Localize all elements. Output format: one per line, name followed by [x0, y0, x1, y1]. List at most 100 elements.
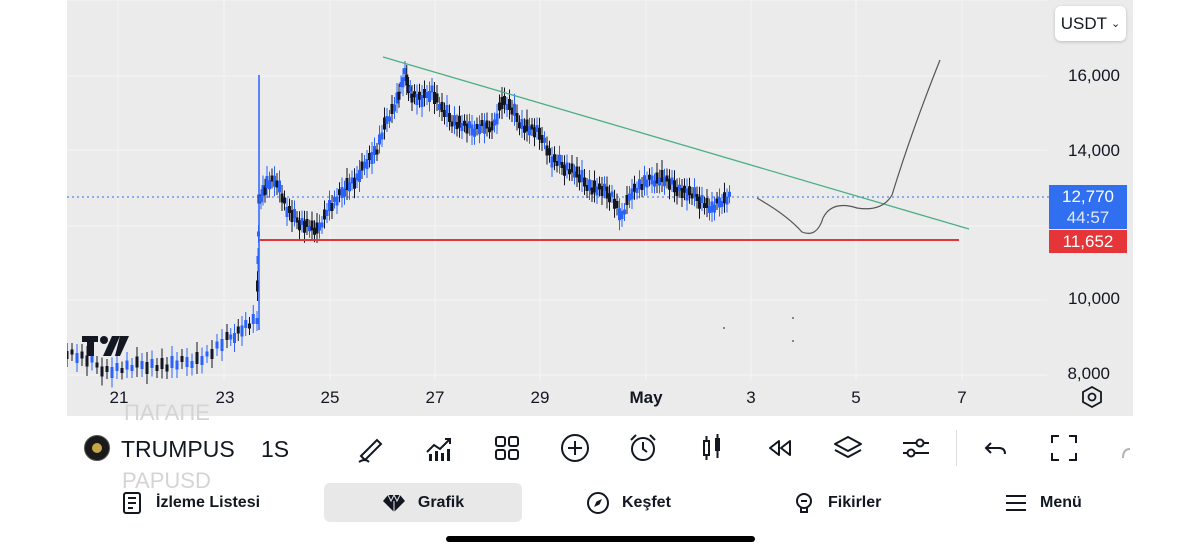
nav-chart-label: Grafik — [417, 493, 465, 511]
candle-body — [645, 179, 649, 188]
candle-body — [355, 173, 359, 181]
candle-body — [658, 177, 661, 186]
candle-type-icon[interactable] — [696, 432, 728, 464]
candle-body — [485, 120, 489, 129]
candle-body — [648, 174, 651, 180]
annotation-dot — [723, 327, 725, 329]
candle-body — [200, 356, 204, 365]
annotation-dot — [792, 340, 794, 342]
candle-body — [555, 161, 559, 166]
candle-body — [570, 163, 574, 173]
nav-watchlist[interactable]: İzleme Listesi — [120, 483, 260, 522]
candle-body — [720, 201, 724, 207]
candle-body — [663, 177, 666, 187]
candle-body — [560, 162, 564, 168]
candle-body — [75, 353, 79, 363]
replay-icon[interactable] — [764, 432, 796, 464]
price-tick-10000: 10,000 — [1068, 289, 1120, 308]
candle-body — [170, 356, 174, 368]
candle-body — [513, 103, 516, 116]
redo-icon-partial[interactable] — [1120, 440, 1130, 460]
candle-body — [450, 121, 454, 127]
candle-body — [273, 175, 276, 187]
nav-menu[interactable]: Menü — [1004, 483, 1082, 522]
candle-body — [540, 135, 544, 143]
candle-body — [630, 188, 634, 200]
candle-body — [698, 196, 701, 209]
candle-body — [393, 104, 396, 112]
candle-body — [397, 91, 401, 100]
candle-body — [565, 162, 569, 171]
candle-body — [723, 192, 726, 204]
candle-body — [383, 117, 386, 130]
indicators-icon[interactable] — [423, 432, 455, 464]
candle-body — [535, 125, 539, 132]
candle-body — [578, 174, 581, 183]
candle-body — [690, 193, 694, 199]
support-price-badge: 11,652 — [1049, 230, 1127, 253]
layout-icon[interactable] — [491, 432, 523, 464]
candle-body — [458, 115, 461, 128]
nav-explore[interactable]: Keşfet — [586, 483, 671, 522]
candle-body — [530, 124, 534, 130]
candle-body — [438, 104, 441, 110]
chart-settings-icon[interactable] — [1080, 385, 1104, 409]
candle-body — [545, 145, 549, 156]
candle-body — [503, 96, 506, 105]
symbol-name[interactable]: TRUMPUS — [121, 436, 235, 462]
candle-body — [640, 184, 644, 190]
candle-body — [665, 175, 669, 182]
candle-body — [220, 339, 224, 351]
candle-body — [300, 218, 304, 225]
candle-body — [653, 180, 656, 187]
candle-body — [715, 198, 719, 204]
candle-body — [583, 177, 586, 187]
candle-body — [330, 203, 334, 211]
candle-body — [445, 105, 449, 117]
candle-body — [710, 201, 714, 213]
candle-body — [595, 186, 599, 196]
candle-body — [590, 187, 594, 195]
candle-body — [575, 166, 579, 178]
nav-ideas[interactable]: Fikirler — [792, 483, 881, 522]
symbol-logo-icon[interactable] — [84, 435, 110, 461]
candle-body — [375, 149, 379, 155]
candle-body — [283, 197, 286, 204]
candle-body — [263, 186, 267, 195]
settings-sliders-icon[interactable] — [900, 432, 932, 464]
currency-select[interactable]: USDT ⌄ — [1055, 6, 1126, 41]
candle-body — [650, 175, 654, 185]
chart-area[interactable] — [67, 0, 1133, 416]
candle-body — [418, 91, 421, 100]
candle-body — [350, 177, 354, 184]
candle-body — [278, 180, 281, 193]
layers-icon[interactable] — [832, 432, 864, 464]
nav-watchlist-label: İzleme Listesi — [156, 493, 261, 511]
candle-body — [453, 115, 456, 126]
candle-body — [340, 187, 344, 198]
candle-body — [225, 332, 229, 340]
price-chart[interactable] — [67, 0, 1133, 416]
candle-body — [395, 92, 399, 104]
candle-body — [399, 82, 403, 87]
candle-body — [135, 356, 139, 368]
nav-chart[interactable]: Grafik — [324, 483, 522, 522]
candle-body — [628, 193, 631, 201]
candle-body — [573, 171, 576, 178]
add-icon[interactable] — [559, 432, 591, 464]
candle-body — [401, 77, 405, 88]
candle-body — [660, 170, 664, 182]
alert-icon[interactable] — [627, 432, 659, 464]
pen-icon[interactable] — [355, 432, 387, 464]
candle-body — [265, 176, 269, 188]
candle-body — [680, 188, 684, 198]
candle-body — [675, 187, 679, 196]
candle-body — [468, 121, 471, 129]
undo-icon[interactable] — [980, 432, 1012, 464]
candle-body — [385, 116, 389, 124]
projection-path — [756, 59, 941, 234]
fullscreen-icon[interactable] — [1048, 432, 1080, 464]
interval-button[interactable]: 1S — [261, 436, 290, 462]
candle-body — [345, 178, 349, 190]
candle-body — [440, 102, 444, 112]
